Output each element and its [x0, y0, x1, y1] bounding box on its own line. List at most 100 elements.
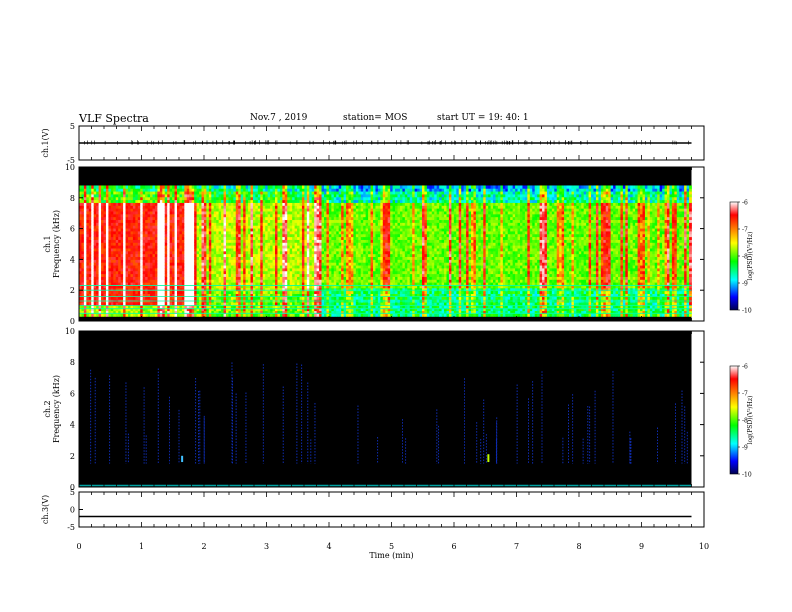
ch1-spectrogram-cell [123, 313, 126, 317]
ch1-spectrogram-cell [128, 213, 131, 218]
ch1-spectrogram-cell [262, 191, 266, 195]
ch1-spectrogram-cell [181, 270, 185, 275]
ch1-spectrogram-cell [270, 310, 273, 314]
ch1-spectrogram-cell [213, 305, 217, 309]
ch1-spectrogram-cell [321, 188, 325, 192]
ch1-spectrogram-cell [228, 196, 232, 201]
ch1-spectrogram-cell [260, 228, 264, 232]
ch1-spectrogram-cell [167, 296, 171, 300]
ch1-spectrogram-cell [194, 242, 197, 246]
ch1-spectrogram-cell [120, 205, 124, 209]
ch1-spectrogram-cell [235, 265, 239, 269]
ch1-spectrogram-cell [196, 185, 200, 189]
ch1-spectrogram-cell [123, 248, 126, 252]
ch1-spectrogram-cell [115, 296, 119, 300]
ch1-spectrogram-cell [196, 305, 200, 309]
ch1-spectrogram-cell [282, 222, 286, 226]
ch1-spectrogram-cell [245, 290, 249, 295]
ch1-spectrogram-cell [228, 199, 232, 203]
ch1-spectrogram-cell [184, 248, 188, 252]
ch1-spectrogram-cell [265, 282, 269, 286]
ch1-spectrogram-cell [311, 310, 315, 314]
ch1-spectrogram-cell [142, 273, 146, 277]
ch1-spectrogram-cell [196, 194, 200, 198]
ch1-spectrogram-cell [152, 191, 156, 195]
ch1-spectrogram-cell [277, 211, 281, 215]
ch1-spectrogram-cell [248, 310, 251, 314]
ch1-spectrogram-cell [279, 199, 283, 203]
ch1-spectrogram-cell [282, 268, 286, 272]
ch1-spectrogram-cell [86, 256, 90, 260]
ch1-spectrogram-cell [226, 259, 229, 263]
ch1-spectrogram-cell [218, 307, 222, 312]
ch1-spectrogram-cell [238, 194, 242, 198]
ch1-spectrogram-cell [240, 194, 244, 198]
ch1-spectrogram-cell [226, 185, 229, 189]
ch1-spectrogram-cell [81, 239, 85, 243]
ch1-spectrogram-cell [135, 225, 139, 229]
ch1-spectrogram-cell [326, 259, 330, 263]
ch1-spectrogram-cell [294, 285, 298, 289]
ch1-spectrogram-cell [226, 242, 229, 246]
ch1-spectrogram-cell [194, 262, 197, 266]
ch1-spectrogram-cell [228, 205, 232, 209]
ch1-spectrogram-cell [314, 208, 318, 212]
ch1-spectrogram-cell [240, 248, 244, 252]
ch1-spectrogram-cell [238, 248, 242, 252]
ch1-spectrogram-cell [208, 219, 212, 223]
ch1-spectrogram-cell [257, 211, 261, 215]
ch1-spectrogram-cell [103, 239, 107, 243]
ch1-spectrogram-cell [235, 290, 239, 295]
ch1-spectrogram-cell [267, 188, 271, 192]
ch1-spectrogram-cell [319, 259, 322, 263]
ch1-spectrogram-cell [186, 262, 190, 266]
ch1-spectrogram-cell [123, 213, 126, 218]
ch1-spectrogram-cell [79, 253, 82, 258]
ch1-spectrogram-cell [147, 268, 151, 272]
ch1-spectrogram-cell [103, 199, 107, 203]
ch1-spectrogram-cell [140, 191, 144, 195]
ch1-spectrogram-cell [289, 307, 293, 312]
ch1-spectrogram-cell [316, 222, 320, 226]
ch1-spectrogram-cell [309, 256, 313, 260]
ch1-spectrogram-cell [321, 239, 325, 243]
ch1-spectrogram-cell [218, 270, 222, 275]
ch1-spectrogram-cell [262, 259, 266, 263]
ch1-spectrogram-cell [83, 293, 87, 297]
ch1-spectrogram-cell [105, 253, 109, 258]
ch1-spectrogram-cell [240, 205, 244, 209]
ch1-spectrogram-cell [164, 188, 168, 192]
ch1-spectrogram-cell [257, 282, 261, 286]
ch1-spectrogram-cell [324, 276, 327, 280]
ch1-spectrogram-cell [218, 262, 222, 266]
ch1-spectrogram-cell [221, 262, 224, 266]
ch1-spectrogram-cell [321, 276, 325, 280]
ch1-spectrogram-cell [81, 222, 85, 226]
ch1-spectrogram-cell [167, 282, 171, 286]
ch1-spectrogram-cell [142, 282, 146, 286]
ch1-spectrogram-cell [316, 202, 320, 206]
ch1-spectrogram-cell [105, 259, 109, 263]
ch1-spectrogram-cell [113, 276, 117, 280]
ch1-spectrogram-cell [250, 282, 254, 286]
ch1-spectrogram-cell [304, 253, 308, 258]
ch1-spectrogram-cell [194, 302, 197, 306]
ch1-spectrogram-cell [226, 285, 229, 289]
ch1-spectrogram-cell [181, 259, 185, 263]
ch1-spectrogram-cell [228, 282, 232, 286]
ch1-spectrogram-cell [132, 287, 136, 292]
ch1-spectrogram-cell [250, 259, 254, 263]
ch1-spectrogram-cell [309, 250, 313, 255]
ch1-spectrogram-cell [140, 219, 144, 223]
ch1-spectrogram-cell [162, 242, 166, 246]
ch1-spectrogram-cell [226, 233, 229, 238]
ch1-spectrogram-cell [316, 290, 320, 295]
ch1-spectrogram-cell [174, 199, 178, 203]
ch1-spectrogram-cell [218, 259, 222, 263]
ch1-spectrogram-cell [282, 213, 286, 218]
ch1-spectrogram-cell [319, 262, 322, 266]
ch1-spectrogram-cell [147, 219, 151, 223]
ch1-spectrogram-cell [321, 273, 325, 277]
ch1-spectrogram-cell [123, 305, 126, 309]
ch1-spectrogram-cell [186, 256, 190, 260]
